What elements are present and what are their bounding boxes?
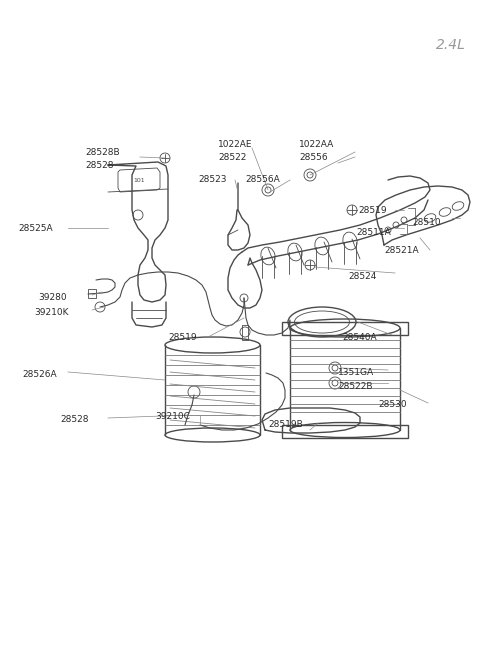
Text: 28519: 28519 — [168, 333, 197, 342]
Text: 28528: 28528 — [60, 415, 88, 424]
Text: 28530: 28530 — [378, 400, 407, 409]
Text: 28523: 28523 — [198, 175, 227, 184]
Text: 2.4L: 2.4L — [436, 38, 466, 52]
Text: 28521A: 28521A — [384, 246, 419, 255]
Text: 28526A: 28526A — [22, 370, 57, 379]
Text: 28525A: 28525A — [18, 224, 53, 233]
Text: 101: 101 — [133, 179, 145, 183]
Text: 1022AE: 1022AE — [218, 140, 252, 149]
Text: 1022AA: 1022AA — [299, 140, 334, 149]
Text: 28522B: 28522B — [338, 382, 372, 391]
Text: 28528: 28528 — [85, 161, 113, 170]
Text: 28556A: 28556A — [245, 175, 280, 184]
Text: 39280: 39280 — [38, 293, 67, 302]
Text: 28519: 28519 — [358, 206, 386, 215]
Text: 28519B: 28519B — [268, 420, 303, 429]
Text: 28540A: 28540A — [342, 333, 377, 342]
Text: 28528B: 28528B — [85, 148, 120, 157]
Text: 28522: 28522 — [218, 153, 246, 162]
Text: 39210K: 39210K — [34, 308, 69, 317]
Text: 39210C: 39210C — [155, 412, 190, 421]
Text: 1351GA: 1351GA — [338, 368, 374, 377]
Text: 28556: 28556 — [299, 153, 328, 162]
Text: 28511A: 28511A — [356, 228, 391, 237]
Text: 28510: 28510 — [412, 218, 441, 227]
Text: 28524: 28524 — [348, 272, 376, 281]
